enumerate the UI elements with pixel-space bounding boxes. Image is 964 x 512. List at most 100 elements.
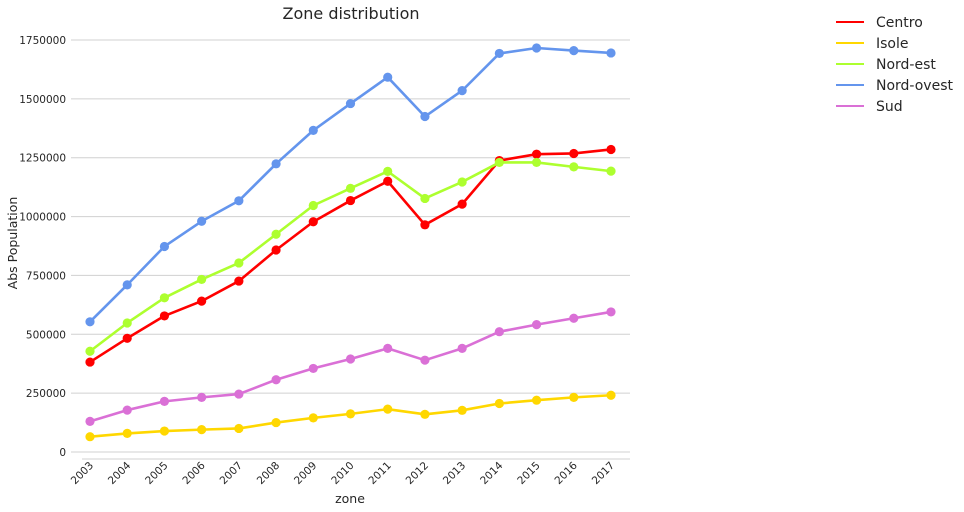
series-line-sud	[89, 310, 612, 423]
x-tick-label: 2015	[515, 460, 542, 487]
data-point	[234, 196, 244, 206]
data-point	[531, 157, 542, 168]
y-tick-label: 750000	[26, 270, 66, 282]
data-point	[383, 166, 393, 176]
data-point	[383, 72, 393, 82]
data-point	[271, 159, 281, 169]
x-tick-label: 2014	[478, 459, 506, 487]
data-point	[420, 220, 430, 230]
data-point	[122, 280, 132, 290]
x-tick-label: 2011	[366, 460, 393, 487]
data-point	[569, 148, 579, 159]
data-point	[85, 432, 95, 442]
data-point	[308, 125, 318, 136]
y-tick-label: 1250000	[19, 153, 66, 165]
data-point	[122, 318, 132, 328]
data-point	[308, 200, 318, 211]
data-point	[159, 396, 170, 406]
series-nord-est	[85, 157, 616, 356]
x-tick-label: 2007	[218, 460, 245, 487]
data-point	[606, 307, 616, 317]
data-point	[271, 417, 281, 428]
data-point	[234, 258, 244, 268]
y-tick-label: 1750000	[19, 35, 66, 47]
data-point	[606, 48, 616, 58]
data-point	[531, 149, 542, 159]
legend-label-centro: Centro	[876, 15, 923, 31]
series-centro	[85, 144, 616, 367]
data-point	[122, 405, 132, 415]
series-sud	[85, 307, 616, 426]
x-axis-ticks: 2003 2004 2005 2006 2007 2008 2009 2010 2011 2012…	[69, 459, 617, 487]
x-tick-label: 2005	[143, 460, 170, 487]
x-tick-label: 2016	[553, 459, 581, 487]
y-tick-label: 1000000	[19, 212, 66, 224]
legend-label-sud: Sud	[876, 99, 903, 115]
data-point	[197, 296, 207, 306]
data-point	[85, 416, 95, 426]
series-nord-ovest	[85, 43, 616, 327]
series-lines	[85, 43, 616, 442]
data-point	[122, 428, 132, 439]
y-tick-label: 250000	[26, 388, 66, 400]
data-point	[308, 217, 318, 227]
data-point	[159, 241, 170, 252]
data-point	[85, 346, 95, 356]
data-point	[531, 395, 542, 405]
data-point	[569, 162, 579, 172]
data-point	[345, 354, 356, 364]
data-point	[457, 405, 467, 415]
x-tick-label: 2003	[69, 460, 96, 487]
series-isole	[85, 390, 616, 442]
data-point	[345, 409, 356, 419]
data-point	[383, 176, 393, 186]
chart-title: Zone distribution	[283, 4, 420, 23]
data-point	[197, 216, 207, 226]
legend-label-nord-est: Nord-est	[876, 57, 936, 73]
data-point	[234, 389, 244, 399]
data-point	[159, 293, 170, 303]
data-point	[606, 390, 616, 400]
data-point	[197, 274, 207, 285]
data-point	[420, 409, 430, 419]
data-point	[531, 320, 542, 330]
x-tick-label: 2013	[441, 460, 468, 487]
y-tick-label: 1500000	[19, 94, 66, 106]
y-axis-ticks: 0 250000 500000 750000 1000000 1250000 1500000…	[19, 35, 66, 459]
data-point	[197, 425, 207, 435]
x-tick-label: 2017	[590, 460, 617, 487]
legend-label-isole: Isole	[876, 36, 909, 52]
x-axis-label: zone	[335, 491, 365, 506]
data-point	[234, 276, 244, 286]
y-tick-label: 0	[59, 447, 66, 459]
data-point	[457, 343, 467, 354]
data-point	[569, 45, 579, 56]
series-line-centro	[89, 148, 612, 364]
x-tick-label: 2008	[255, 460, 282, 487]
data-point	[457, 177, 467, 187]
data-point	[494, 48, 504, 59]
data-point	[85, 317, 95, 327]
data-point	[159, 311, 170, 321]
data-point	[345, 98, 356, 109]
data-point	[606, 166, 616, 176]
data-point	[85, 357, 95, 367]
data-point	[271, 245, 281, 255]
x-tick-label: 2009	[292, 460, 319, 487]
data-point	[606, 144, 616, 155]
data-point	[159, 426, 170, 436]
data-point	[569, 313, 579, 323]
data-point	[420, 111, 430, 122]
data-point	[494, 157, 504, 168]
data-point	[308, 363, 318, 374]
data-point	[271, 375, 281, 385]
data-point	[569, 392, 579, 402]
data-point	[494, 327, 504, 337]
data-point	[420, 355, 430, 365]
gridlines	[71, 39, 630, 453]
data-point	[457, 86, 467, 96]
legend-label-nord-ovest: Nord-ovest	[876, 78, 954, 94]
data-point	[345, 183, 356, 193]
legend: Centro Isole Nord-est Nord-ovest Sud	[836, 15, 954, 115]
